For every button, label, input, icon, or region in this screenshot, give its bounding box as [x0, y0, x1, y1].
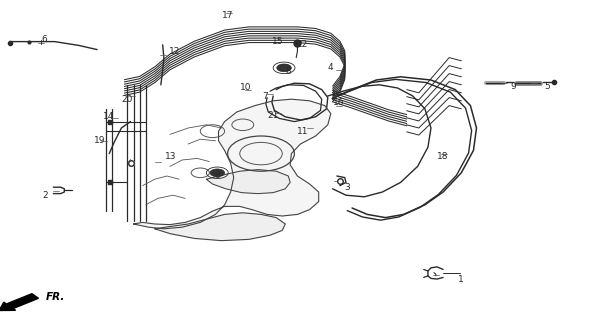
Polygon shape [206, 170, 290, 194]
Text: 22: 22 [296, 40, 308, 49]
Text: 2: 2 [42, 191, 48, 200]
Text: 1: 1 [458, 275, 464, 284]
Text: 20: 20 [121, 95, 133, 104]
Text: 12: 12 [169, 47, 180, 56]
Text: 19: 19 [94, 136, 106, 145]
Circle shape [277, 64, 291, 72]
Text: 13: 13 [165, 152, 177, 161]
Text: 15: 15 [272, 37, 283, 46]
Text: 10: 10 [240, 83, 251, 92]
Polygon shape [155, 213, 285, 241]
Text: FR.: FR. [46, 292, 65, 302]
Polygon shape [134, 99, 331, 229]
Text: 5: 5 [544, 82, 549, 91]
Text: 18: 18 [437, 152, 449, 161]
Text: 11: 11 [297, 127, 309, 136]
Text: 14: 14 [103, 112, 115, 121]
Circle shape [210, 169, 225, 177]
FancyArrow shape [0, 294, 38, 310]
Text: 9: 9 [510, 82, 515, 91]
Text: 6: 6 [41, 36, 47, 44]
Text: 8: 8 [285, 67, 291, 76]
Text: 4: 4 [328, 63, 333, 72]
Text: 3: 3 [345, 183, 350, 192]
Text: 21: 21 [267, 111, 279, 120]
Text: 8: 8 [214, 172, 220, 180]
Text: 7: 7 [262, 92, 268, 101]
Text: 17: 17 [222, 12, 233, 20]
Text: 16: 16 [333, 98, 344, 107]
